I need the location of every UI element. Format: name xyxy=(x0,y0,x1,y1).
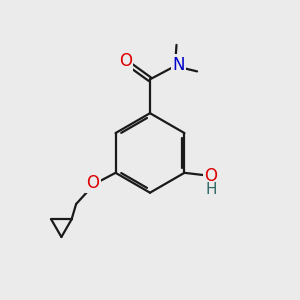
Text: N: N xyxy=(172,56,185,74)
Text: O: O xyxy=(204,167,218,185)
Text: O: O xyxy=(86,173,99,191)
Text: O: O xyxy=(119,52,132,70)
Text: H: H xyxy=(205,182,217,197)
